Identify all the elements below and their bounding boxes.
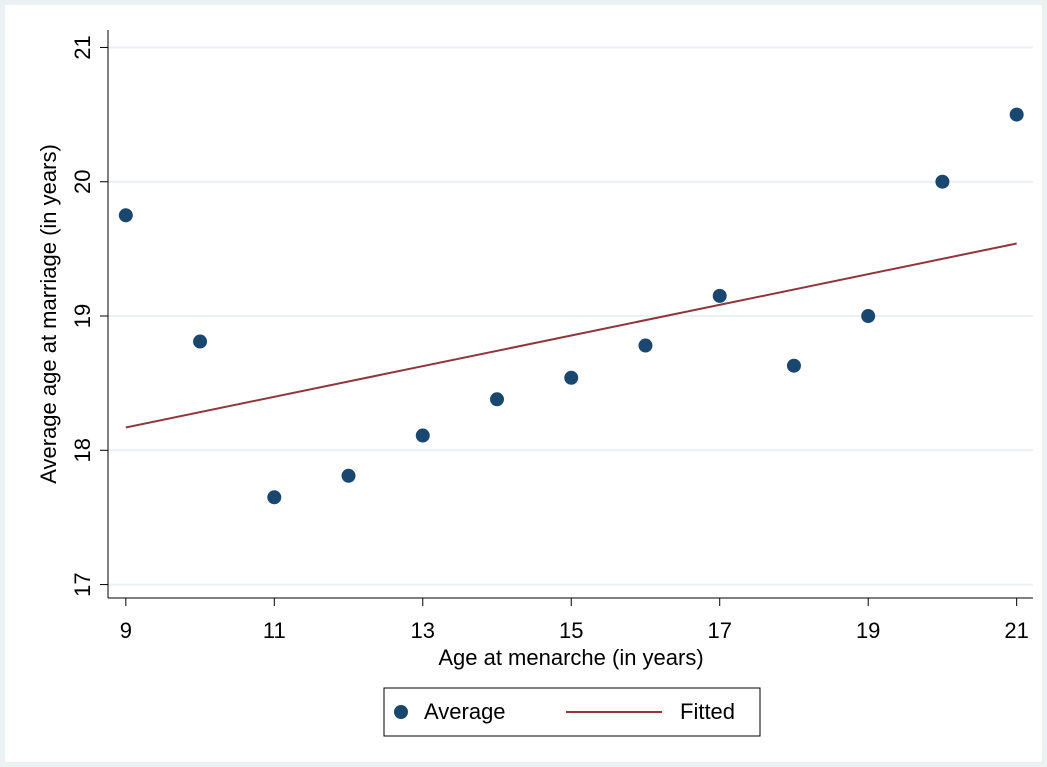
y-tick-label: 21 — [70, 35, 95, 59]
point — [193, 334, 208, 349]
point — [935, 174, 950, 189]
x-tick-label: 9 — [120, 618, 132, 643]
point — [712, 288, 727, 303]
legend-marker — [394, 705, 408, 719]
point — [638, 338, 653, 353]
point — [861, 309, 876, 324]
fitted-line — [125, 242, 1017, 429]
point — [341, 468, 356, 483]
plot-background — [5, 5, 1042, 762]
point — [1009, 107, 1024, 122]
y-axis-title: Average age at marriage (in years) — [36, 144, 61, 484]
x-tick-label: 19 — [856, 618, 880, 643]
y-tick-label: 18 — [70, 438, 95, 462]
legend-box — [383, 687, 761, 737]
x-tick-label: 13 — [411, 618, 435, 643]
point — [415, 428, 430, 443]
x-tick-label: 11 — [263, 618, 286, 643]
legend-label: Average — [424, 699, 506, 724]
legend-label: Fitted — [680, 699, 735, 724]
point — [118, 208, 133, 223]
x-axis-title: Age at menarche (in years) — [438, 645, 703, 670]
point — [564, 370, 579, 385]
x-tick-label: 21 — [1004, 618, 1028, 643]
x-tick-label: 15 — [559, 618, 583, 643]
y-tick-label: 17 — [70, 572, 95, 596]
y-tick-label: 20 — [70, 169, 95, 193]
y-tick-label: 19 — [70, 304, 95, 328]
point — [267, 490, 282, 505]
point — [786, 358, 801, 373]
point — [490, 392, 505, 407]
x-tick-label: 17 — [707, 618, 731, 643]
